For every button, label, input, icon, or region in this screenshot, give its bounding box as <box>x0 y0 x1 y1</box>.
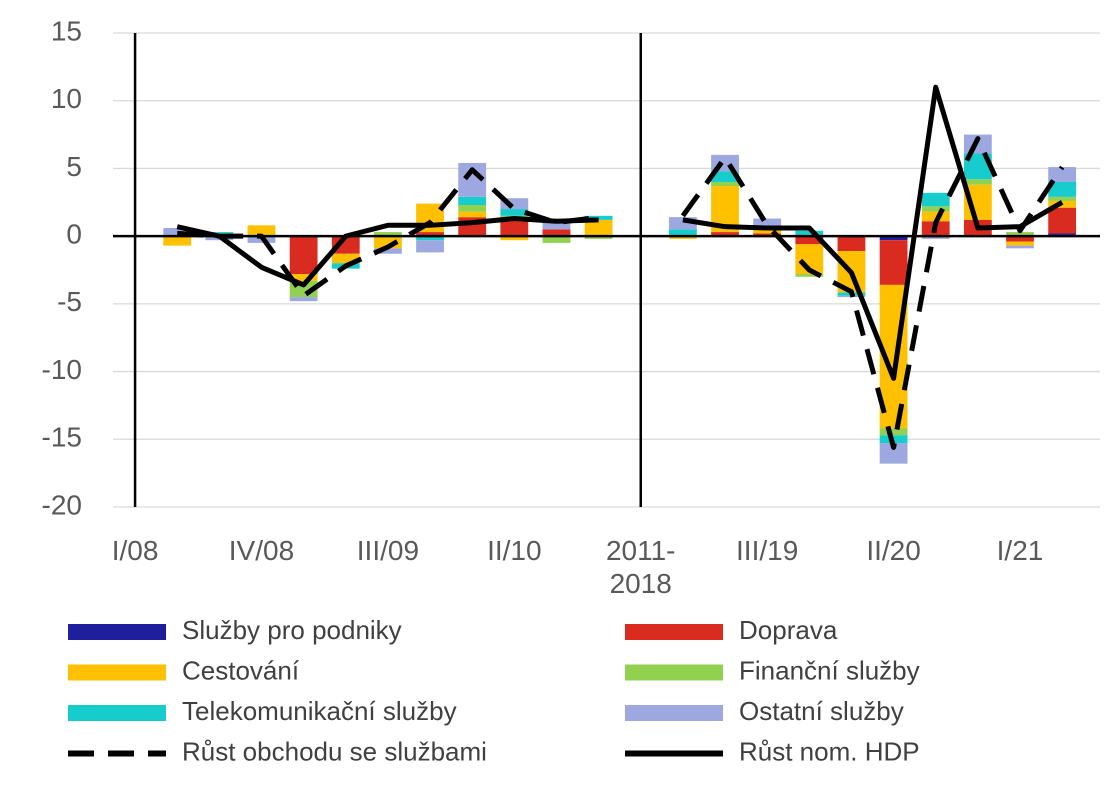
bar <box>1048 207 1077 234</box>
legend-label: Finanční služby <box>739 655 920 685</box>
bar <box>542 229 571 237</box>
bar <box>542 236 571 243</box>
line-series <box>177 136 1065 450</box>
bar <box>879 443 908 464</box>
bar <box>289 297 318 302</box>
x-tick-label: II/10 <box>487 535 542 566</box>
x-tick-label: III/19 <box>736 535 799 566</box>
x-tick-label: 2011-2018 <box>605 535 676 599</box>
y-tick-label: 10 <box>51 83 82 114</box>
bar <box>416 240 444 253</box>
y-tick-label: -15 <box>42 422 82 453</box>
bar <box>1006 241 1034 246</box>
bar <box>921 236 950 239</box>
bar <box>584 219 613 237</box>
bar <box>1048 196 1077 201</box>
bar <box>500 236 529 241</box>
bar <box>247 225 276 237</box>
bar <box>711 181 739 187</box>
bar <box>795 236 824 245</box>
legend: Služby pro podniky Doprava Cestování Finanč… <box>68 615 920 766</box>
bar <box>374 248 402 254</box>
x-tick-label: I/21 <box>996 535 1044 566</box>
bar <box>1048 167 1077 182</box>
legend-label: Doprava <box>739 615 838 645</box>
x-tick-label: III/09 <box>356 535 420 566</box>
legend-label: Telekomunikační služby <box>182 696 457 726</box>
bar <box>921 192 950 207</box>
bar <box>879 240 908 285</box>
bar <box>879 428 908 436</box>
bar <box>500 198 529 210</box>
y-tick-label: -10 <box>42 354 82 385</box>
bar <box>921 206 950 212</box>
bar <box>416 232 444 237</box>
bar <box>1006 236 1034 242</box>
bar <box>500 209 529 216</box>
grid <box>113 32 1100 508</box>
legend-swatch <box>68 705 166 721</box>
bar <box>584 236 613 239</box>
legend-label: Služby pro podniky <box>182 615 402 645</box>
bar <box>500 219 529 237</box>
legend-swatch <box>625 624 723 640</box>
bar <box>921 211 950 222</box>
bars <box>163 134 1077 464</box>
bar <box>668 236 697 239</box>
x-tick-label: IV/08 <box>228 535 295 566</box>
legend-label: Cestování <box>182 655 300 685</box>
bar <box>542 222 571 230</box>
bar <box>163 236 192 246</box>
line-series <box>176 84 1064 381</box>
bar <box>289 274 318 281</box>
legend-swatch <box>68 624 166 640</box>
bar <box>1006 245 1034 249</box>
bar <box>163 228 192 237</box>
bar <box>1048 233 1077 237</box>
bar <box>205 232 234 234</box>
bar <box>753 229 782 234</box>
bar <box>584 215 613 220</box>
legend-swatch <box>625 664 723 681</box>
bar <box>331 253 360 264</box>
y-tick-label: 5 <box>66 151 82 182</box>
bar <box>374 232 402 237</box>
bar <box>879 236 908 241</box>
legend-swatch <box>68 664 166 681</box>
y-tick-label: 0 <box>66 219 82 250</box>
bar <box>795 230 824 237</box>
bar <box>1006 232 1034 237</box>
bar <box>963 179 992 185</box>
bar <box>711 232 739 237</box>
legend-label: Růst obchodu se službami <box>182 736 487 766</box>
bar <box>416 236 444 241</box>
legend-swatch <box>625 705 723 721</box>
bar <box>711 171 739 182</box>
y-tick-label: 15 <box>51 15 82 46</box>
bar <box>458 211 487 218</box>
bar <box>753 233 782 237</box>
x-tick-label: I/08 <box>111 535 159 566</box>
bar <box>1048 181 1077 197</box>
bar <box>753 218 782 230</box>
legend-label: Ostatní služby <box>739 696 904 726</box>
y-tick-label: -20 <box>42 489 82 520</box>
x-tick-label: II/20 <box>866 535 921 566</box>
y-tick-label: -5 <box>57 286 82 317</box>
bar <box>458 196 487 205</box>
bar <box>668 229 697 237</box>
bar <box>795 274 824 277</box>
legend-label: Růst nom. HDP <box>739 736 920 766</box>
bar <box>458 204 487 212</box>
bar <box>837 236 866 252</box>
bar <box>289 236 318 275</box>
